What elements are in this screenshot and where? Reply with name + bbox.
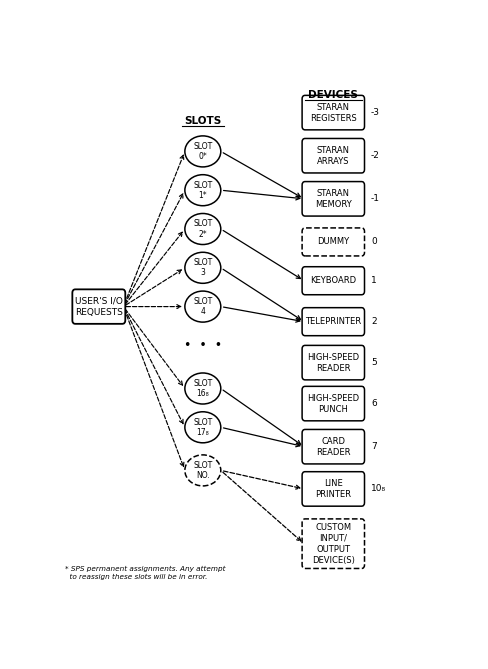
Text: 7: 7 xyxy=(371,442,377,451)
Ellipse shape xyxy=(185,136,221,167)
Text: HIGH-SPEED
PUNCH: HIGH-SPEED PUNCH xyxy=(307,393,359,413)
Text: 2: 2 xyxy=(371,317,377,326)
Text: CARD
READER: CARD READER xyxy=(316,437,350,457)
Text: SLOT
0*: SLOT 0* xyxy=(193,142,212,161)
Text: -2: -2 xyxy=(371,151,380,160)
Text: DEVICES: DEVICES xyxy=(308,90,358,100)
Text: TELEPRINTER: TELEPRINTER xyxy=(305,317,362,326)
FancyBboxPatch shape xyxy=(302,228,365,256)
FancyBboxPatch shape xyxy=(302,138,365,173)
Text: * SPS permanent assignments. Any attempt
  to reassign these slots will be in er: * SPS permanent assignments. Any attempt… xyxy=(65,566,225,580)
Ellipse shape xyxy=(185,252,221,283)
Text: SLOT
16₈: SLOT 16₈ xyxy=(193,379,212,398)
Text: STARAN
ARRAYS: STARAN ARRAYS xyxy=(317,146,350,166)
Text: KEYBOARD: KEYBOARD xyxy=(310,276,356,285)
Text: USER'S I/O
REQUESTS: USER'S I/O REQUESTS xyxy=(75,296,123,316)
FancyBboxPatch shape xyxy=(302,96,365,130)
Text: SLOT
2*: SLOT 2* xyxy=(193,219,212,239)
FancyBboxPatch shape xyxy=(302,429,365,464)
FancyBboxPatch shape xyxy=(302,386,365,421)
Text: SLOTS: SLOTS xyxy=(184,116,222,126)
Text: SLOT
3: SLOT 3 xyxy=(193,258,212,278)
FancyBboxPatch shape xyxy=(302,472,365,506)
Ellipse shape xyxy=(185,412,221,443)
Text: SLOT
4: SLOT 4 xyxy=(193,297,212,316)
Text: 10₈: 10₈ xyxy=(371,484,386,494)
Text: SLOT
NO.: SLOT NO. xyxy=(193,461,212,480)
Text: •  •  •: • • • xyxy=(184,339,222,352)
Text: LINE
PRINTER: LINE PRINTER xyxy=(315,479,351,499)
Text: 0: 0 xyxy=(371,237,377,246)
Text: HIGH-SPEED
READER: HIGH-SPEED READER xyxy=(307,353,359,373)
Ellipse shape xyxy=(185,455,221,486)
Text: -3: -3 xyxy=(371,108,380,117)
Text: 1: 1 xyxy=(371,276,377,285)
Ellipse shape xyxy=(185,213,221,244)
FancyBboxPatch shape xyxy=(302,181,365,216)
FancyBboxPatch shape xyxy=(302,267,365,295)
Text: STARAN
REGISTERS: STARAN REGISTERS xyxy=(310,102,357,122)
Text: 5: 5 xyxy=(371,358,377,367)
Ellipse shape xyxy=(185,175,221,206)
Text: 6: 6 xyxy=(371,399,377,408)
FancyBboxPatch shape xyxy=(72,290,125,324)
Text: DUMMY: DUMMY xyxy=(317,237,349,246)
Text: SLOT
1*: SLOT 1* xyxy=(193,181,212,200)
Text: -1: -1 xyxy=(371,194,380,203)
Text: STARAN
MEMORY: STARAN MEMORY xyxy=(315,189,352,209)
Ellipse shape xyxy=(185,291,221,322)
FancyBboxPatch shape xyxy=(302,308,365,336)
FancyBboxPatch shape xyxy=(302,519,365,569)
FancyBboxPatch shape xyxy=(302,345,365,380)
Text: CUSTOM
INPUT/
OUTPUT
DEVICE(S): CUSTOM INPUT/ OUTPUT DEVICE(S) xyxy=(312,522,355,565)
Text: SLOT
17₈: SLOT 17₈ xyxy=(193,417,212,437)
Ellipse shape xyxy=(185,373,221,404)
